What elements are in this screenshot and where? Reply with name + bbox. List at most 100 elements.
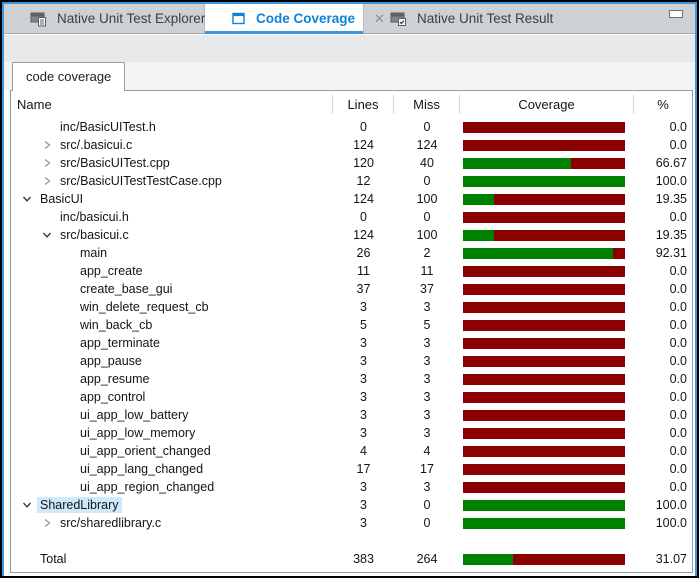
row-percent: 0.0 <box>669 282 687 296</box>
row-miss: 100 <box>416 228 438 242</box>
table-row[interactable]: main 26 2 92.31 <box>11 244 692 262</box>
column-header-lines[interactable]: Lines <box>333 95 394 114</box>
table-row[interactable]: app_pause 3 3 0.0 <box>11 352 692 370</box>
column-header-coverage[interactable]: Coverage <box>460 95 634 114</box>
table-row[interactable]: BasicUI 124 100 19.35 <box>11 190 692 208</box>
table-row[interactable]: ui_app_orient_changed 4 4 0.0 <box>11 442 692 460</box>
table-row[interactable]: src/BasicUITestTestCase.cpp 12 0 100.0 <box>11 172 692 190</box>
table-row[interactable]: app_terminate 3 3 0.0 <box>11 334 692 352</box>
row-percent: 100.0 <box>655 516 687 530</box>
chevron-expanded-icon[interactable] <box>19 191 35 207</box>
table-row[interactable]: src/basicui.c 124 100 19.35 <box>11 226 692 244</box>
chevron-collapsed-icon[interactable] <box>39 515 55 531</box>
row-lines: 17 <box>356 462 371 476</box>
row-lines: 124 <box>353 138 374 152</box>
row-name: main <box>80 246 108 260</box>
row-percent: 19.35 <box>655 192 687 206</box>
tab-label: Native Unit Test Result <box>417 11 554 26</box>
minimize-icon[interactable] <box>669 10 683 18</box>
table-row[interactable]: src/.basicui.c 124 124 0.0 <box>11 136 692 154</box>
close-icon[interactable]: ✕ <box>374 10 385 26</box>
table-row[interactable]: create_base_gui 37 37 0.0 <box>11 280 692 298</box>
coverage-bar <box>463 211 625 223</box>
table-row[interactable]: inc/BasicUITest.h 0 0 0.0 <box>11 118 692 136</box>
coverage-bar <box>463 247 625 259</box>
chevron-expanded-icon[interactable] <box>39 227 55 243</box>
coverage-bar <box>463 265 625 277</box>
row-miss: 0 <box>423 174 431 188</box>
tree-indent <box>39 119 55 135</box>
coverage-bar <box>463 283 625 295</box>
table-row[interactable]: src/sharedlibrary.c 3 0 100.0 <box>11 514 692 532</box>
table-row[interactable]: ui_app_low_battery 3 3 0.0 <box>11 406 692 424</box>
column-header-miss[interactable]: Miss <box>394 95 460 114</box>
tree-indent <box>19 551 35 567</box>
coverage-bar <box>463 481 625 493</box>
chevron-collapsed-icon[interactable] <box>39 137 55 153</box>
test-explorer-icon <box>30 11 48 27</box>
column-header-percent[interactable]: % <box>657 97 669 112</box>
chevron-collapsed-icon[interactable] <box>39 173 55 189</box>
tab-native-unit-test-explorer[interactable]: Native Unit Test Explorer <box>4 4 205 33</box>
table-row[interactable]: inc/basicui.h 0 0 0.0 <box>11 208 692 226</box>
row-percent: 0.0 <box>669 354 687 368</box>
table-row[interactable]: src/BasicUITest.cpp 120 40 66.67 <box>11 154 692 172</box>
tree-indent <box>59 335 75 351</box>
table-row[interactable] <box>11 532 692 550</box>
coverage-bar <box>463 427 625 439</box>
tree-indent <box>59 263 75 279</box>
coverage-bar-fill <box>463 247 613 259</box>
tab-code-coverage[interactable]: Code Coverage ✕ <box>205 4 385 34</box>
row-miss: 11 <box>420 264 434 278</box>
tree-indent <box>59 479 75 495</box>
coverage-bar <box>463 445 625 457</box>
row-miss: 0 <box>423 210 431 224</box>
coverage-bar <box>463 121 625 133</box>
tree-indent <box>59 389 75 405</box>
row-name: app_terminate <box>80 336 160 350</box>
row-name: SharedLibrary <box>37 497 122 513</box>
row-name: ui_app_orient_changed <box>80 444 211 458</box>
tab-label: Native Unit Test Explorer <box>57 11 206 26</box>
table-row[interactable]: SharedLibrary 3 0 100.0 <box>11 496 692 514</box>
chevron-expanded-icon[interactable] <box>19 497 35 513</box>
coverage-bar <box>463 499 625 511</box>
column-header-name[interactable]: Name <box>11 95 333 114</box>
table-row[interactable]: app_create 11 11 0.0 <box>11 262 692 280</box>
table-row[interactable]: app_resume 3 3 0.0 <box>11 370 692 388</box>
row-name: win_delete_request_cb <box>80 300 209 314</box>
row-percent: 0.0 <box>669 444 687 458</box>
row-lines: 124 <box>353 192 374 206</box>
table-row[interactable]: win_delete_request_cb 3 3 0.0 <box>11 298 692 316</box>
row-miss: 4 <box>423 444 431 458</box>
table-row[interactable]: ui_app_region_changed 3 3 0.0 <box>11 478 692 496</box>
row-name: src/BasicUITest.cpp <box>60 156 170 170</box>
row-miss: 3 <box>423 336 431 350</box>
row-name: inc/basicui.h <box>60 210 129 224</box>
row-lines: 3 <box>360 354 367 368</box>
table-row[interactable]: ui_app_low_memory 3 3 0.0 <box>11 424 692 442</box>
tree-indent <box>59 317 75 333</box>
table-row[interactable]: app_control 3 3 0.0 <box>11 388 692 406</box>
tab-native-unit-test-result[interactable]: Native Unit Test Result <box>363 4 571 33</box>
tree-indent <box>59 443 75 459</box>
table-row[interactable]: win_back_cb 5 5 0.0 <box>11 316 692 334</box>
coverage-bar-fill <box>463 157 571 169</box>
table-row[interactable]: ui_app_lang_changed 17 17 0.0 <box>11 460 692 478</box>
row-lines: 4 <box>360 444 367 458</box>
tab-code-coverage-view[interactable]: code coverage <box>12 62 126 91</box>
chevron-collapsed-icon[interactable] <box>39 155 55 171</box>
row-miss: 3 <box>423 426 431 440</box>
coverage-bar <box>463 139 625 151</box>
row-lines: 3 <box>360 300 367 314</box>
row-percent: 0.0 <box>669 480 687 494</box>
table-row[interactable]: Total 383 264 31.07 <box>11 550 692 568</box>
row-percent: 92.31 <box>655 246 687 260</box>
coverage-bar <box>463 373 625 385</box>
row-name: Total <box>40 552 67 566</box>
row-percent: 0.0 <box>669 462 687 476</box>
row-name: src/sharedlibrary.c <box>60 516 162 530</box>
row-name: ui_app_low_battery <box>80 408 189 422</box>
row-name: app_pause <box>80 354 142 368</box>
coverage-bar <box>463 301 625 313</box>
